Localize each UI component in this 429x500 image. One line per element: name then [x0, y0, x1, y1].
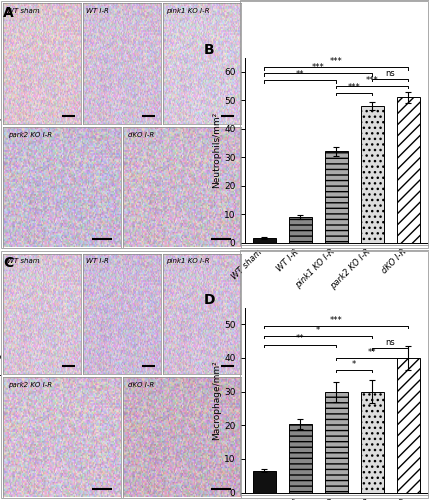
Text: **: ** — [296, 70, 305, 79]
Text: WT I-R: WT I-R — [86, 258, 109, 264]
Bar — [397, 358, 420, 492]
Text: *: * — [352, 360, 356, 368]
Text: Macrophage: Macrophage — [0, 346, 1, 402]
Bar — [325, 392, 348, 492]
Bar — [253, 470, 276, 492]
Text: ***: *** — [348, 83, 361, 92]
Text: WT sham: WT sham — [6, 8, 39, 14]
Text: WT sham: WT sham — [6, 258, 39, 264]
Bar — [289, 424, 312, 492]
Text: Neutrophils: Neutrophils — [0, 98, 1, 150]
Text: ns: ns — [386, 68, 395, 78]
Text: ***: *** — [330, 58, 343, 66]
Text: *: * — [316, 326, 320, 335]
Text: dKO I-R: dKO I-R — [127, 382, 154, 388]
Text: ***: *** — [366, 76, 379, 85]
Text: dKO I-R: dKO I-R — [127, 132, 154, 138]
Text: pink1 KO I-R: pink1 KO I-R — [166, 258, 209, 264]
Y-axis label: Neutrophils/mm²: Neutrophils/mm² — [212, 112, 221, 188]
Text: ***: *** — [330, 316, 343, 325]
Bar — [361, 106, 384, 242]
Bar — [361, 392, 384, 492]
Text: ns: ns — [386, 338, 395, 346]
Text: park2 KO I-R: park2 KO I-R — [8, 382, 52, 388]
Text: B: B — [204, 42, 215, 56]
Bar — [289, 217, 312, 242]
Text: park2 KO I-R: park2 KO I-R — [8, 132, 52, 138]
Text: D: D — [204, 292, 216, 306]
Bar — [325, 152, 348, 242]
Text: **: ** — [296, 334, 305, 344]
Bar — [397, 98, 420, 242]
Text: WT I-R: WT I-R — [86, 8, 109, 14]
Text: C: C — [3, 256, 14, 270]
Text: A: A — [3, 6, 14, 20]
Text: pink1 KO I-R: pink1 KO I-R — [166, 8, 209, 14]
Bar — [253, 238, 276, 242]
Y-axis label: Macrophage/mm²: Macrophage/mm² — [212, 360, 221, 440]
Text: ***: *** — [312, 63, 325, 72]
Text: **: ** — [368, 348, 377, 357]
